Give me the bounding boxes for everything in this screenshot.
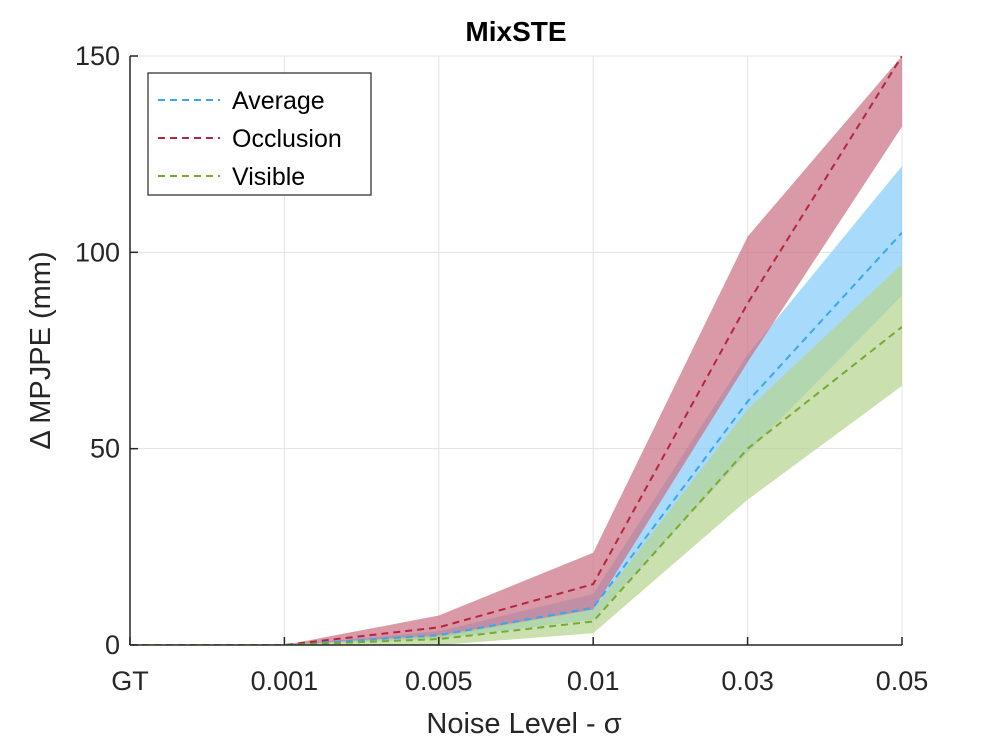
- line-average: [130, 232, 902, 645]
- legend-label-occlusion: Occlusion: [232, 125, 342, 153]
- line-visible: [130, 326, 902, 645]
- confidence-bands: [130, 56, 902, 645]
- x-tick-label: 0.03: [721, 666, 774, 696]
- y-tick-label: 150: [75, 41, 120, 71]
- x-tick-label: GT: [111, 666, 149, 696]
- legend-label-average: Average: [232, 87, 325, 115]
- chart-title: MixSTE: [465, 16, 566, 47]
- y-tick-label: 50: [90, 434, 120, 464]
- y-axis-label: Δ MPJPE (mm): [25, 251, 57, 449]
- y-tick-label: 0: [105, 630, 120, 660]
- axes: GT 0.001 0.005 0.01 0.03 0.05 0 50 100 150: [75, 41, 928, 696]
- x-tick-label: 0.05: [876, 666, 929, 696]
- x-tick-label: 0.005: [405, 666, 473, 696]
- x-tick-label: 0.001: [251, 666, 319, 696]
- x-tick-label: 0.01: [567, 666, 620, 696]
- series-lines: [130, 56, 902, 645]
- legend-label-visible: Visible: [232, 163, 305, 191]
- legend-box: [147, 72, 372, 196]
- band-occlusion: [130, 56, 902, 645]
- band-visible: [130, 264, 902, 645]
- y-tick-label: 100: [75, 237, 120, 267]
- line-occlusion: [130, 56, 902, 645]
- x-axis-label: Noise Level - σ: [426, 708, 621, 740]
- band-average: [130, 165, 902, 645]
- legend: Average Occlusion Visible: [147, 72, 372, 196]
